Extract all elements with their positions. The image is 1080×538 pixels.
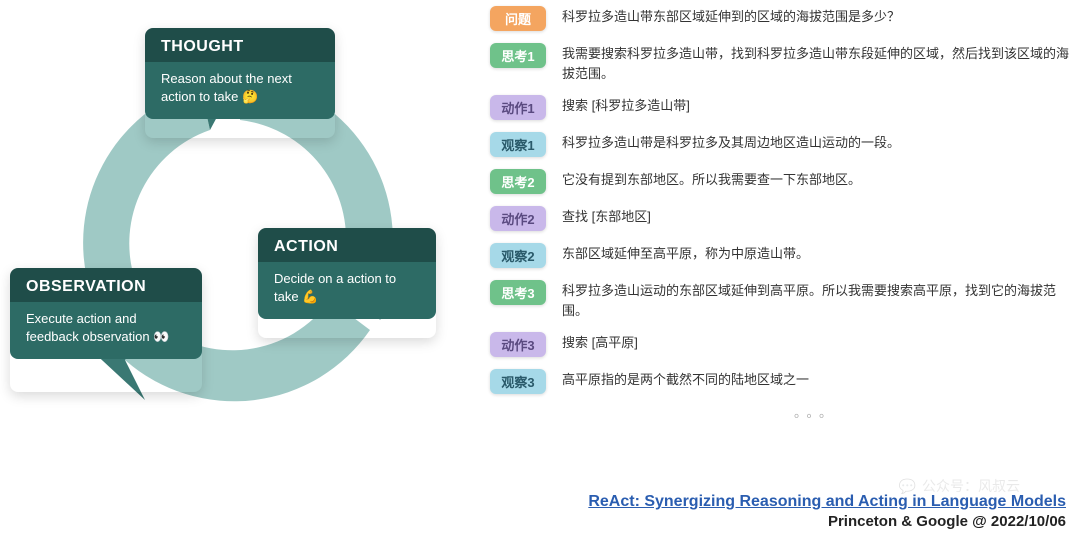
step-tag: 观察3 — [490, 369, 546, 394]
step-row: 问题科罗拉多造山带东部区域延伸到的区域的海拔范围是多少？ — [490, 6, 1070, 31]
step-text: 东部区域延伸至高平原，称为中原造山带。 — [562, 243, 1070, 264]
step-tag: 观察2 — [490, 243, 546, 268]
cycle-diagram: THOUGHT Reason about the next action to … — [0, 0, 470, 500]
step-row: 思考2 它没有提到东部地区。所以我需要查一下东部地区。 — [490, 169, 1070, 194]
action-card: ACTION Decide on a action to take 💪 — [258, 228, 436, 338]
step-tag: 问题 — [490, 6, 546, 31]
paper-attribution: Princeton & Google @ 2022/10/06 — [588, 513, 1066, 530]
step-text: 查找 [东部地区] — [562, 206, 1070, 227]
trace-ellipsis: 。。。 — [562, 402, 1070, 421]
step-text: 我需要搜索科罗拉多造山带，找到科罗拉多造山带东段延伸的区域，然后找到该区域的海拔… — [562, 43, 1070, 83]
step-tag: 观察1 — [490, 132, 546, 157]
step-row: 动作2 查找 [东部地区] — [490, 206, 1070, 231]
thought-card: THOUGHT Reason about the next action to … — [145, 28, 335, 138]
action-title: ACTION — [258, 228, 436, 262]
footer: ReAct: Synergizing Reasoning and Acting … — [588, 493, 1066, 530]
thought-title: THOUGHT — [145, 28, 335, 62]
step-tag: 动作2 — [490, 206, 546, 231]
step-text: 高平原指的是两个截然不同的陆地区域之一 — [562, 369, 1070, 390]
step-tag: 思考1 — [490, 43, 546, 68]
step-tag: 思考3 — [490, 280, 546, 305]
action-body: Decide on a action to take 💪 — [258, 262, 436, 319]
step-tag: 动作3 — [490, 332, 546, 357]
react-trace: 问题科罗拉多造山带东部区域延伸到的区域的海拔范围是多少？ 思考1 我需要搜索科罗拉多… — [490, 6, 1070, 421]
step-text: 搜索 [科罗拉多造山带] — [562, 95, 1070, 116]
step-text: 科罗拉多造山运动的东部区域延伸到高平原。所以我需要搜索高平原，找到它的海拔范围。 — [562, 280, 1070, 320]
step-text: 搜索 [高平原] — [562, 332, 1070, 353]
watermark-icon: 💬 — [899, 478, 916, 495]
step-row: 观察2 东部区域延伸至高平原，称为中原造山带。 — [490, 243, 1070, 268]
step-row: 动作1 搜索 [科罗拉多造山带] — [490, 95, 1070, 120]
thought-body: Reason about the next action to take 🤔 — [145, 62, 335, 119]
step-row: 观察1 科罗拉多造山带是科罗拉多及其周边地区造山运动的一段。 — [490, 132, 1070, 157]
step-tag: 动作1 — [490, 95, 546, 120]
step-row: 观察3 高平原指的是两个截然不同的陆地区域之一 — [490, 369, 1070, 394]
step-row: 动作3 搜索 [高平原] — [490, 332, 1070, 357]
observation-card: OBSERVATION Execute action and feedback … — [10, 268, 202, 392]
step-row: 思考3 科罗拉多造山运动的东部区域延伸到高平原。所以我需要搜索高平原，找到它的海拔… — [490, 280, 1070, 320]
step-text: 它没有提到东部地区。所以我需要查一下东部地区。 — [562, 169, 1070, 190]
step-text: 科罗拉多造山带东部区域延伸到的区域的海拔范围是多少？ — [562, 6, 1070, 27]
step-row: 思考1 我需要搜索科罗拉多造山带，找到科罗拉多造山带东段延伸的区域，然后找到该区域… — [490, 43, 1070, 83]
observation-title: OBSERVATION — [10, 268, 202, 302]
step-tag: 思考2 — [490, 169, 546, 194]
paper-link[interactable]: ReAct: Synergizing Reasoning and Acting … — [588, 493, 1066, 510]
observation-body: Execute action and feedback observation … — [10, 302, 202, 359]
step-text: 科罗拉多造山带是科罗拉多及其周边地区造山运动的一段。 — [562, 132, 1070, 153]
